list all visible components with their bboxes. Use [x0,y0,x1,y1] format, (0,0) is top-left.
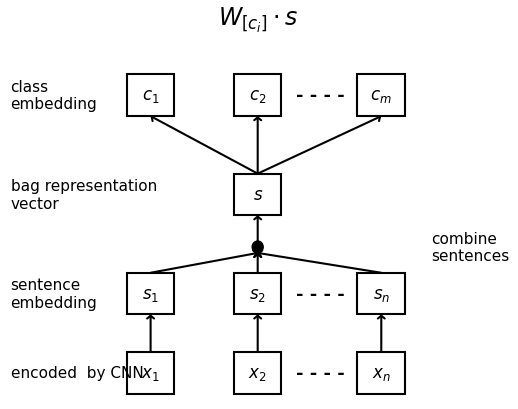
Text: - - - -: - - - - [296,87,344,105]
Text: class
embedding: class embedding [10,80,97,112]
Text: sentence
embedding: sentence embedding [10,278,97,310]
Bar [127,273,175,315]
Bar [127,352,175,394]
Text: bag representation
vector: bag representation vector [10,179,157,211]
Bar [357,75,405,117]
Text: $c_m$: $c_m$ [370,87,392,105]
Bar [234,75,281,117]
Bar [357,352,405,394]
Text: $c_1$: $c_1$ [142,87,160,105]
Bar [234,273,281,315]
Text: $s_n$: $s_n$ [372,285,390,303]
Text: $W_{[c_i]} \cdot s$: $W_{[c_i]} \cdot s$ [218,5,298,34]
Text: $c_2$: $c_2$ [249,87,266,105]
Text: combine
sentences: combine sentences [431,231,510,263]
Circle shape [252,241,263,253]
Bar [127,75,175,117]
Bar [357,273,405,315]
Text: $s_1$: $s_1$ [142,285,159,303]
Text: $x_2$: $x_2$ [249,364,267,382]
Text: $x_n$: $x_n$ [372,364,391,382]
Text: $s_2$: $s_2$ [249,285,266,303]
Bar [234,352,281,394]
Text: - - - -: - - - - [296,285,344,303]
Text: $x_1$: $x_1$ [141,364,160,382]
Text: - - - -: - - - - [296,364,344,382]
Text: $s$: $s$ [253,186,263,204]
Text: encoded  by CNN: encoded by CNN [10,366,143,380]
Bar [234,174,281,216]
